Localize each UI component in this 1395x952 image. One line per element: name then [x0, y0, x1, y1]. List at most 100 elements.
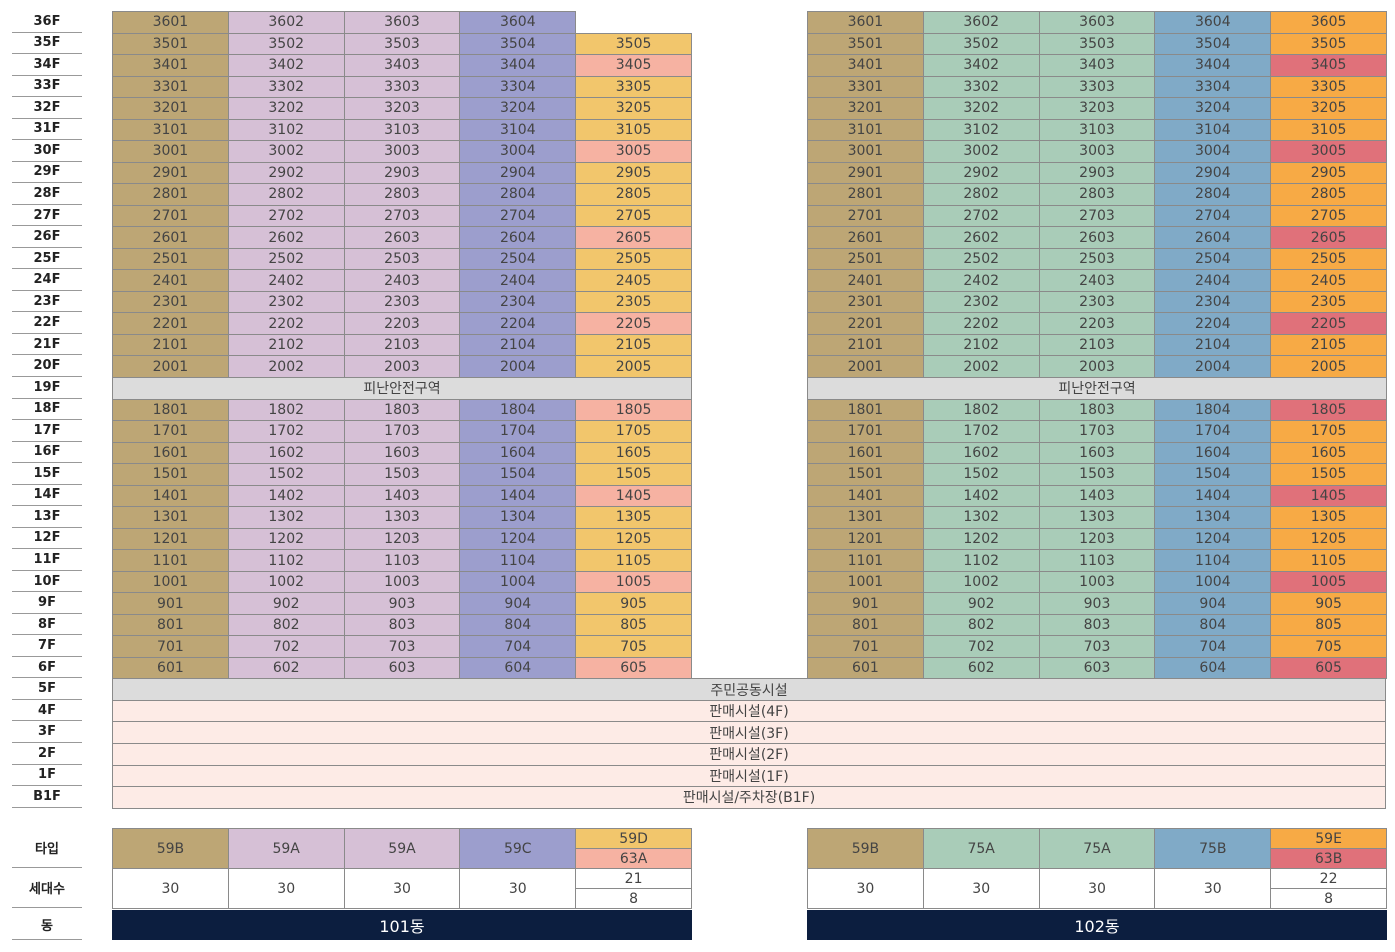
unit-cell: 705	[575, 635, 692, 658]
unit-cell: 2205	[1270, 312, 1387, 335]
table-label: 세대수	[12, 868, 82, 908]
unit-cell: 803	[1038, 613, 1156, 637]
unit-cell: 2405	[575, 269, 692, 292]
building-name: 101동	[112, 910, 692, 940]
unit-cell: 3403	[1038, 54, 1156, 77]
unit-cell: 2604	[459, 226, 577, 249]
unit-cell: 702	[922, 635, 1040, 658]
unit-cell: 2903	[1038, 161, 1156, 185]
unit-cell: 1404	[1154, 484, 1272, 508]
unit-cell: 1005	[575, 570, 692, 594]
unit-cell: 1304	[459, 506, 577, 529]
unit-cell: 2804	[1154, 183, 1272, 206]
floor-label: B1F	[12, 786, 82, 808]
building-name: 102동	[807, 910, 1387, 940]
unit-cell: 2203	[1038, 312, 1156, 335]
unit-cell: 1405	[575, 484, 692, 508]
unit-cell: 3402	[922, 54, 1040, 77]
podium-floor: 판매시설(2F)	[112, 743, 1386, 766]
unit-cell: 2301	[112, 290, 229, 314]
unit-cell: 1705	[575, 420, 692, 443]
unit-cell: 1005	[1270, 570, 1387, 594]
unit-cell: 1701	[112, 420, 229, 443]
unit-cell: 1503	[1038, 463, 1156, 486]
unit-cell: 2504	[1154, 247, 1272, 271]
unit-cell: 1401	[807, 484, 924, 508]
unit-cell: 1403	[1038, 484, 1156, 508]
unit-cell: 1804	[459, 398, 577, 422]
unit-cell: 3205	[1270, 97, 1387, 120]
count-cell: 30	[922, 868, 1040, 909]
floor-label: 20F	[12, 355, 82, 377]
unit-cell: 3302	[227, 75, 345, 99]
unit-cell: 1303	[343, 506, 461, 529]
unit-cell: 1705	[1270, 420, 1387, 443]
unit-cell: 803	[343, 613, 461, 637]
refuge-floor: 피난안전구역	[807, 377, 1387, 400]
unit-cell: 3604	[1154, 11, 1272, 34]
unit-cell: 3504	[459, 32, 577, 56]
floor-label: 27F	[12, 205, 82, 227]
floor-label: 18F	[12, 399, 82, 421]
unit-cell: 2305	[575, 290, 692, 314]
type-cell: 59B	[807, 828, 924, 869]
floor-label: 4F	[12, 700, 82, 722]
unit-cell: 3203	[343, 97, 461, 120]
unit-cell: 2405	[1270, 269, 1387, 292]
unit-cell: 2905	[575, 161, 692, 185]
podium-floor: 주민공동시설	[112, 678, 1386, 701]
unit-cell: 3202	[922, 97, 1040, 120]
unit-cell: 3101	[807, 118, 924, 142]
unit-cell: 704	[1154, 635, 1272, 658]
unit-cell: 3002	[227, 140, 345, 163]
unit-cell: 1605	[575, 441, 692, 465]
unit-cell: 1703	[1038, 420, 1156, 443]
unit-cell: 1102	[227, 549, 345, 572]
type-cell: 63B	[1270, 848, 1387, 869]
unit-cell: 1603	[1038, 441, 1156, 465]
unit-cell: 2104	[459, 333, 577, 357]
unit-cell: 3605	[1270, 11, 1387, 34]
unit-cell: 2603	[343, 226, 461, 249]
floor-label: 5F	[12, 678, 82, 700]
unit-cell: 1301	[807, 506, 924, 529]
unit-cell: 3005	[575, 140, 692, 163]
unit-cell: 3201	[807, 97, 924, 120]
unit-cell: 1201	[807, 527, 924, 551]
floor-label: 25F	[12, 248, 82, 270]
type-cell: 63A	[575, 848, 692, 869]
floor-label: 17F	[12, 420, 82, 442]
unit-cell: 2803	[343, 183, 461, 206]
unit-cell: 2205	[575, 312, 692, 335]
unit-cell: 3503	[1038, 32, 1156, 56]
floor-label: 9F	[12, 592, 82, 614]
unit-cell: 1501	[112, 463, 229, 486]
unit-cell: 2502	[227, 247, 345, 271]
unit-cell: 2602	[227, 226, 345, 249]
unit-cell: 805	[1270, 613, 1387, 637]
unit-cell: 2503	[1038, 247, 1156, 271]
unit-cell: 2801	[807, 183, 924, 206]
unit-cell: 2203	[343, 312, 461, 335]
unit-cell: 3101	[112, 118, 229, 142]
unit-cell: 605	[575, 656, 692, 680]
unit-cell: 2005	[1270, 355, 1387, 378]
unit-cell: 2903	[343, 161, 461, 185]
type-cell: 59B	[112, 828, 229, 869]
unit-cell: 2602	[922, 226, 1040, 249]
unit-cell: 1001	[807, 570, 924, 594]
unit-cell: 1105	[1270, 549, 1387, 572]
unit-cell: 2201	[112, 312, 229, 335]
unit-cell: 1104	[459, 549, 577, 572]
unit-cell: 1003	[343, 570, 461, 594]
unit-cell: 2901	[112, 161, 229, 185]
unit-cell: 2905	[1270, 161, 1387, 185]
unit-cell: 2505	[575, 247, 692, 271]
unit-cell: 2501	[807, 247, 924, 271]
count-cell: 30	[343, 868, 461, 909]
unit-cell: 3201	[112, 97, 229, 120]
unit-cell: 1803	[343, 398, 461, 422]
unit-cell: 2605	[1270, 226, 1387, 249]
unit-cell: 2604	[1154, 226, 1272, 249]
